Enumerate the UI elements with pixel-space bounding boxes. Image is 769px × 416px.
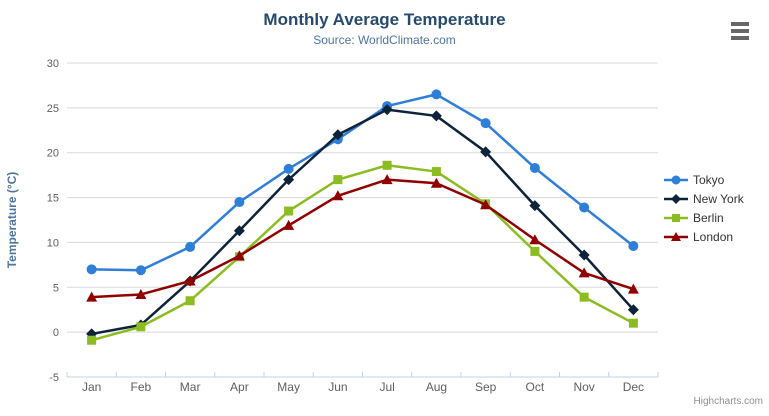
data-point-london[interactable] xyxy=(283,219,295,230)
y-tick-label: 5 xyxy=(53,282,59,294)
legend-label-new-york: New York xyxy=(693,191,744,206)
data-point-tokyo[interactable] xyxy=(283,163,294,174)
data-point-london[interactable] xyxy=(430,177,442,188)
data-point-tokyo[interactable] xyxy=(628,241,639,252)
x-tick-label: Mar xyxy=(180,380,201,394)
data-point-new-york[interactable] xyxy=(627,304,639,316)
data-point-london[interactable] xyxy=(135,288,147,299)
data-point-new-york[interactable] xyxy=(480,146,492,158)
legend: Tokyo New York Berlin London xyxy=(664,170,744,246)
data-point-new-york[interactable] xyxy=(283,174,295,186)
data-point-tokyo[interactable] xyxy=(579,202,590,213)
data-point-new-york[interactable] xyxy=(233,225,245,237)
data-point-london[interactable] xyxy=(480,199,492,210)
x-tick-label: Jun xyxy=(328,380,347,394)
legend-symbol-diamond-icon xyxy=(664,193,688,204)
data-point-london[interactable] xyxy=(627,283,639,294)
y-axis-title: Temperature (°C) xyxy=(5,172,19,269)
data-point-berlin[interactable] xyxy=(579,292,589,302)
data-point-london[interactable] xyxy=(233,250,245,261)
legend-item-tokyo[interactable]: Tokyo xyxy=(664,170,744,189)
x-tick-label: May xyxy=(277,380,300,394)
data-point-new-york[interactable] xyxy=(332,129,344,141)
y-tick-label: -5 xyxy=(49,372,59,384)
data-point-berlin[interactable] xyxy=(333,175,343,185)
data-point-tokyo[interactable] xyxy=(135,265,146,276)
data-point-berlin[interactable] xyxy=(431,167,441,177)
data-point-london[interactable] xyxy=(381,174,393,185)
data-point-london[interactable] xyxy=(86,291,98,302)
data-point-tokyo[interactable] xyxy=(431,89,442,100)
series-line-tokyo xyxy=(90,93,635,272)
y-tick-label: 25 xyxy=(47,103,59,115)
data-point-berlin[interactable] xyxy=(87,335,97,345)
data-point-berlin[interactable] xyxy=(284,206,294,216)
y-tick-label: 15 xyxy=(47,193,59,205)
data-point-berlin[interactable] xyxy=(628,318,638,328)
y-tick-label: 10 xyxy=(47,237,59,249)
data-point-new-york[interactable] xyxy=(578,249,590,261)
data-point-london[interactable] xyxy=(578,267,590,278)
data-point-london[interactable] xyxy=(184,275,196,286)
data-point-new-york[interactable] xyxy=(430,110,442,122)
legend-label-tokyo: Tokyo xyxy=(693,172,725,187)
y-tick-label: 0 xyxy=(53,327,59,339)
legend-symbol-circle-icon xyxy=(664,175,688,184)
hamburger-icon xyxy=(731,22,749,40)
x-tick-label: Dec xyxy=(623,380,644,394)
legend-label-berlin: Berlin xyxy=(693,210,724,225)
x-tick-label: Nov xyxy=(573,380,594,394)
data-point-london[interactable] xyxy=(332,190,344,201)
data-point-new-york[interactable] xyxy=(381,104,393,116)
data-point-berlin[interactable] xyxy=(530,246,540,256)
legend-symbol-triangle-icon xyxy=(664,231,688,241)
data-point-london[interactable] xyxy=(529,234,541,245)
chart-title: Monthly Average Temperature xyxy=(263,10,506,29)
data-point-berlin[interactable] xyxy=(185,296,195,306)
data-point-tokyo[interactable] xyxy=(480,118,491,129)
x-tick-label: Sep xyxy=(475,380,497,394)
data-point-berlin[interactable] xyxy=(382,160,392,170)
x-tick-label: Apr xyxy=(230,380,249,394)
data-point-berlin[interactable] xyxy=(136,322,146,332)
data-point-tokyo[interactable] xyxy=(234,197,245,208)
export-menu-button[interactable] xyxy=(731,22,749,40)
series-line-berlin xyxy=(90,164,635,342)
x-tick-label: Jan xyxy=(82,380,101,394)
legend-item-berlin[interactable]: Berlin xyxy=(664,208,744,227)
data-point-tokyo[interactable] xyxy=(529,162,540,173)
data-point-tokyo[interactable] xyxy=(185,241,196,252)
chart-subtitle: Source: WorldClimate.com xyxy=(313,33,456,47)
x-tick-label: Feb xyxy=(131,380,152,394)
series-line-london xyxy=(90,178,635,299)
data-point-tokyo[interactable] xyxy=(86,264,97,275)
legend-symbol-square-icon xyxy=(664,213,688,222)
legend-item-london[interactable]: London xyxy=(664,227,744,246)
y-tick-label: 30 xyxy=(47,58,59,70)
legend-label-london: London xyxy=(693,229,734,244)
x-tick-label: Aug xyxy=(426,380,447,394)
highcharts-credits-link[interactable]: Highcharts.com xyxy=(693,396,763,407)
data-point-new-york[interactable] xyxy=(529,200,541,212)
y-tick-label: 20 xyxy=(47,148,59,160)
series-line-new-york xyxy=(90,108,635,336)
x-tick-label: Oct xyxy=(526,380,545,394)
x-tick-label: Jul xyxy=(379,380,394,394)
legend-item-new-york[interactable]: New York xyxy=(664,189,744,208)
